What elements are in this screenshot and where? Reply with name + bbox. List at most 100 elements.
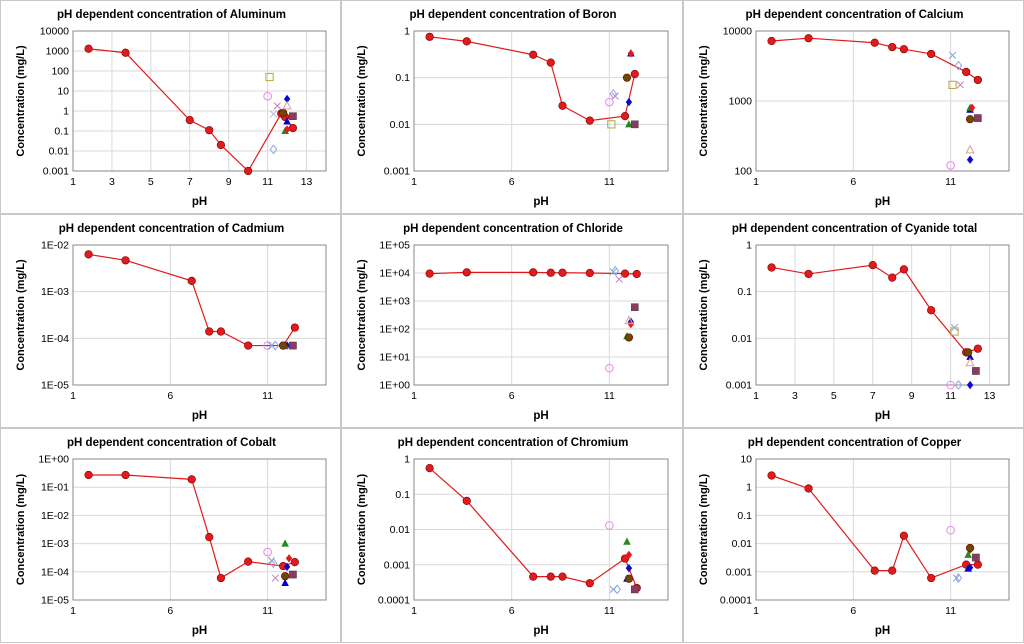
x-tick-label: 6 bbox=[509, 390, 515, 402]
plot-area bbox=[72, 30, 327, 172]
data-point bbox=[804, 34, 813, 43]
sample-series bbox=[946, 161, 955, 170]
sample-series bbox=[952, 574, 961, 582]
data-point bbox=[205, 533, 214, 542]
data-point bbox=[630, 69, 639, 79]
data-point bbox=[289, 570, 297, 579]
data-point bbox=[966, 155, 974, 164]
chart-panel: pH dependent concentration of Chloride 1 6… bbox=[341, 214, 683, 428]
data-point bbox=[630, 120, 639, 129]
sample-series bbox=[625, 120, 633, 128]
series-line bbox=[88, 48, 294, 172]
y-tick-label: 10 bbox=[740, 454, 752, 466]
sample-series bbox=[630, 585, 639, 594]
sample-series bbox=[966, 352, 974, 360]
x-tick-label: 1 bbox=[753, 176, 759, 188]
data-point bbox=[946, 380, 955, 390]
data-point bbox=[927, 573, 936, 583]
data-point bbox=[263, 91, 272, 101]
sample-series bbox=[972, 367, 980, 375]
sample-series bbox=[623, 537, 631, 545]
x-tick-label: 9 bbox=[909, 390, 915, 402]
x-tick-label: 11 bbox=[262, 605, 273, 617]
chart-svg: pH dependent concentration of Cyanide to… bbox=[698, 223, 1010, 422]
chart-title: pH dependent concentration of Cadmium bbox=[59, 223, 285, 235]
chart-panel: pH dependent concentration of Calcium 1 6 1… bbox=[683, 0, 1024, 214]
data-point bbox=[611, 265, 620, 276]
chart-title: pH dependent concentration of Aluminum bbox=[57, 9, 286, 21]
sample-series bbox=[968, 103, 976, 112]
plot-area bbox=[72, 244, 327, 386]
y-axis-label: Concentration (mg/L) bbox=[15, 474, 27, 586]
y-axis-label: Concentration (mg/L) bbox=[698, 474, 710, 586]
chart-panel: pH dependent concentration of Boron 1 6 11 0… bbox=[341, 0, 683, 214]
x-tick-label: 11 bbox=[604, 176, 615, 188]
data-point bbox=[624, 333, 634, 342]
y-axis-label: Concentration (mg/L) bbox=[698, 45, 710, 157]
y-axis-label: Concentration (mg/L) bbox=[356, 474, 368, 586]
data-point bbox=[244, 166, 253, 176]
data-point bbox=[623, 537, 631, 545]
y-tick-label: 1E-02 bbox=[41, 240, 69, 252]
x-axis-label: pH bbox=[875, 196, 890, 208]
data-point bbox=[622, 73, 632, 82]
data-point bbox=[888, 566, 897, 575]
data-point bbox=[620, 269, 630, 278]
data-point bbox=[205, 126, 214, 135]
data-point bbox=[187, 475, 196, 484]
sample-series bbox=[948, 80, 957, 89]
data-point bbox=[271, 574, 280, 582]
data-point bbox=[632, 269, 641, 279]
x-tick-label: 6 bbox=[509, 605, 515, 617]
data-point bbox=[216, 573, 226, 583]
data-point bbox=[585, 116, 594, 125]
sample-series bbox=[625, 563, 633, 573]
data-point bbox=[269, 110, 278, 118]
data-point bbox=[84, 250, 93, 259]
main-series bbox=[84, 470, 299, 583]
data-point bbox=[271, 340, 280, 351]
y-tick-label: 1E+04 bbox=[379, 268, 410, 280]
y-tick-label: 0.01 bbox=[390, 119, 411, 131]
y-tick-label: 1 bbox=[63, 106, 69, 118]
data-point bbox=[965, 115, 975, 124]
chart-title: pH dependent concentration of Chromium bbox=[398, 437, 629, 449]
data-point bbox=[620, 112, 630, 121]
sample-series bbox=[974, 114, 982, 122]
plot-area bbox=[413, 244, 669, 386]
data-point bbox=[972, 553, 980, 562]
data-point bbox=[244, 341, 253, 350]
data-point bbox=[927, 49, 936, 59]
y-tick-label: 0.1 bbox=[395, 72, 410, 84]
data-point bbox=[888, 273, 897, 282]
data-point bbox=[290, 323, 299, 332]
data-point bbox=[425, 32, 434, 41]
sample-series bbox=[267, 556, 276, 565]
data-point bbox=[529, 50, 538, 59]
data-point bbox=[950, 323, 959, 332]
x-axis-label: pH bbox=[533, 625, 548, 637]
data-point bbox=[121, 48, 130, 57]
data-point bbox=[767, 36, 776, 46]
chart-svg: pH dependent concentration of Cobalt 1 6 11… bbox=[15, 437, 327, 637]
data-point bbox=[767, 263, 776, 272]
sample-series bbox=[281, 572, 290, 581]
sample-series bbox=[269, 558, 278, 569]
sample-series bbox=[289, 112, 297, 120]
sample-series bbox=[283, 125, 291, 134]
data-point bbox=[273, 102, 282, 110]
data-point bbox=[546, 572, 555, 581]
y-tick-label: 0.001 bbox=[726, 380, 752, 392]
data-point bbox=[948, 51, 957, 59]
y-tick-label: 1E-02 bbox=[41, 510, 69, 522]
main-series bbox=[425, 268, 641, 279]
chart-panel: pH dependent concentration of Cyanide to… bbox=[683, 214, 1024, 428]
sample-series bbox=[630, 303, 639, 312]
sample-series bbox=[615, 275, 623, 283]
data-point bbox=[279, 108, 288, 118]
data-point bbox=[289, 341, 297, 350]
y-tick-label: 1E+02 bbox=[379, 324, 410, 336]
data-point bbox=[899, 531, 909, 540]
plot-area bbox=[72, 458, 327, 601]
y-tick-label: 10 bbox=[57, 86, 69, 98]
